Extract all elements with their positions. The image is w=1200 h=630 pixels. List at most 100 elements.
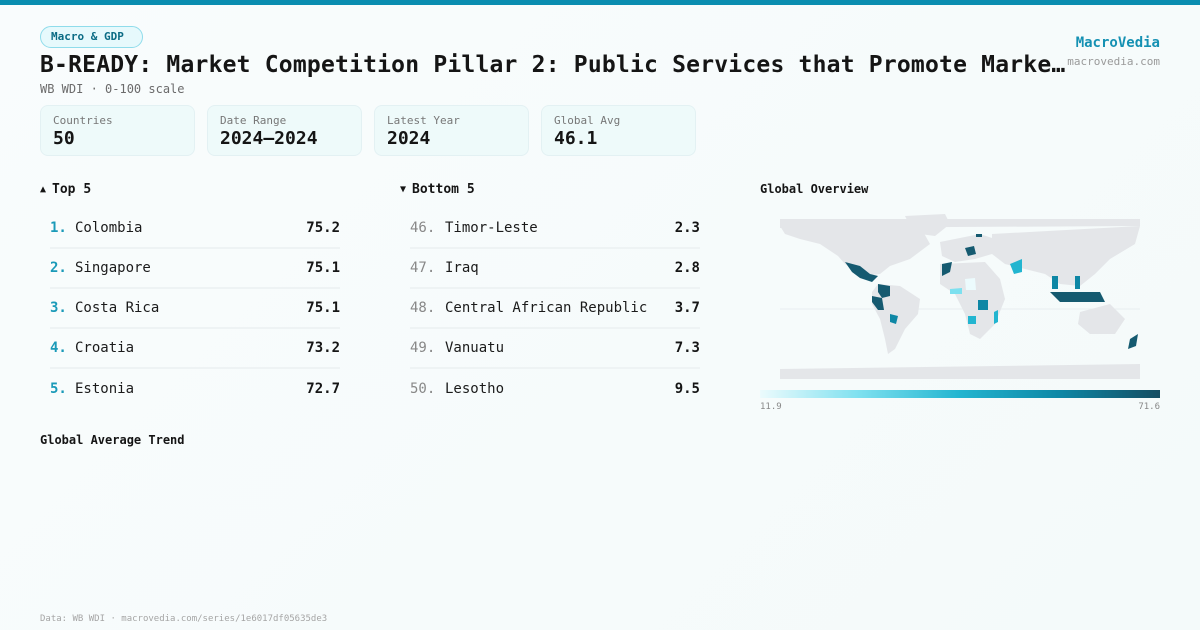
legend-max-label: 71.6	[1138, 402, 1160, 412]
list-item[interactable]: 49. Vanuatu 7.3	[410, 329, 700, 369]
land-africa[interactable]	[940, 262, 1005, 339]
list-item[interactable]: 1. Colombia 75.2	[50, 209, 340, 249]
world-map[interactable]	[760, 204, 1160, 384]
country-new-zealand[interactable]	[1128, 334, 1138, 349]
country-colombia[interactable]	[878, 284, 890, 298]
list-item[interactable]: 5. Estonia 72.7	[50, 369, 340, 409]
land-north-america[interactable]	[780, 222, 930, 276]
list-item[interactable]: 47. Iraq 2.8	[410, 249, 700, 289]
list-rank: 4.	[50, 340, 67, 356]
stat-value: 2024	[387, 128, 431, 149]
trend-heading: Global Average Trend	[40, 433, 185, 447]
list-item[interactable]: 48. Central African Republic 3.7	[410, 289, 700, 329]
stat-card-countries: Countries 50	[40, 105, 195, 156]
country-indonesia[interactable]	[1050, 292, 1105, 302]
stat-value: 2024–2024	[220, 128, 318, 149]
country-value: 2.8	[674, 260, 700, 276]
country-name: Singapore	[75, 260, 151, 276]
list-rank: 48.	[410, 300, 436, 316]
country-zimbabwe[interactable]	[968, 316, 976, 324]
country-value: 75.1	[306, 260, 340, 276]
land-australia[interactable]	[1078, 304, 1125, 334]
country-name: Iraq	[445, 260, 479, 276]
list-item[interactable]: 2. Singapore 75.1	[50, 249, 340, 289]
list-rank: 2.	[50, 260, 67, 276]
top5-section: ▲ Top 5 1. Colombia 75.2 2. Singapore 75…	[40, 182, 340, 409]
country-value: 72.7	[306, 381, 340, 397]
country-philippines[interactable]	[1075, 276, 1080, 289]
land-asia[interactable]	[992, 226, 1140, 286]
country-value: 75.2	[306, 220, 340, 236]
stat-card-date-range: Date Range 2024–2024	[207, 105, 362, 156]
color-scale-legend	[760, 390, 1160, 398]
country-mexico[interactable]	[845, 262, 878, 282]
country-value: 75.1	[306, 300, 340, 316]
country-estonia[interactable]	[976, 234, 982, 237]
list-rank: 49.	[410, 340, 436, 356]
stat-label: Global Avg	[554, 114, 621, 127]
list-item[interactable]: 46. Timor-Leste 2.3	[410, 209, 700, 249]
stat-card-latest-year: Latest Year 2024	[374, 105, 529, 156]
bottom5-heading: ▼ Bottom 5	[400, 182, 700, 197]
top5-heading: ▲ Top 5	[40, 182, 340, 197]
page-title: B-READY: Market Competition Pillar 2: Pu…	[40, 52, 1066, 78]
top5-list: 1. Colombia 75.2 2. Singapore 75.1 3. Co…	[50, 209, 340, 409]
brand-url[interactable]: macrovedia.com	[1067, 55, 1160, 68]
country-value: 7.3	[674, 340, 700, 356]
stat-label: Countries	[53, 114, 113, 127]
country-paraguay[interactable]	[890, 314, 898, 324]
legend-min-label: 11.9	[760, 402, 782, 412]
list-item[interactable]: 4. Croatia 73.2	[50, 329, 340, 369]
country-tanzania[interactable]	[978, 300, 988, 310]
country-name: Croatia	[75, 340, 135, 356]
list-item[interactable]: 50. Lesotho 9.5	[410, 369, 700, 409]
country-central-african-republic[interactable]	[965, 278, 976, 290]
country-west-africa[interactable]	[950, 288, 962, 294]
list-rank: 1.	[50, 220, 67, 236]
bottom5-list: 46. Timor-Leste 2.3 47. Iraq 2.8 48. Cen…	[410, 209, 700, 409]
country-madagascar[interactable]	[994, 310, 998, 324]
stat-label: Date Range	[220, 114, 287, 127]
bottom5-section: ▼ Bottom 5 46. Timor-Leste 2.3 47. Iraq …	[400, 182, 700, 409]
country-value: 9.5	[674, 381, 700, 397]
country-croatia[interactable]	[965, 246, 976, 256]
accent-top-bar	[0, 0, 1200, 5]
country-name: Vanuatu	[445, 340, 505, 356]
list-rank: 47.	[410, 260, 436, 276]
country-name: Lesotho	[445, 381, 505, 397]
list-item[interactable]: 3. Costa Rica 75.1	[50, 289, 340, 329]
country-peru[interactable]	[872, 296, 884, 310]
page-subtitle: WB WDI · 0-100 scale	[40, 82, 185, 96]
country-name: Estonia	[75, 381, 135, 397]
stat-value: 50	[53, 128, 75, 149]
country-value: 73.2	[306, 340, 340, 356]
triangle-up-icon: ▲	[40, 184, 47, 195]
stats-row: Countries 50 Date Range 2024–2024 Latest…	[40, 105, 696, 156]
list-rank: 5.	[50, 381, 67, 397]
stat-label: Latest Year	[387, 114, 460, 127]
brand-name[interactable]: MacroVedia	[1075, 35, 1160, 51]
country-morocco[interactable]	[942, 262, 952, 276]
list-rank: 46.	[410, 220, 436, 236]
global-overview-section: Global Overview	[760, 182, 1160, 412]
land-antarctica[interactable]	[780, 364, 1140, 379]
country-pakistan[interactable]	[1010, 259, 1022, 274]
country-name: Colombia	[75, 220, 143, 236]
list-rank: 50.	[410, 381, 436, 397]
footer-source: Data: WB WDI · macrovedia.com/series/1e6…	[40, 614, 328, 624]
list-rank: 3.	[50, 300, 67, 316]
country-name: Costa Rica	[75, 300, 160, 316]
map-heading: Global Overview	[760, 182, 869, 196]
country-value: 2.3	[674, 220, 700, 236]
brand: MacroVedia macrovedia.com	[1067, 35, 1160, 68]
category-badge[interactable]: Macro & GDP	[40, 26, 143, 48]
country-name: Timor-Leste	[445, 220, 538, 236]
stat-value: 46.1	[554, 128, 598, 149]
stat-card-global-avg: Global Avg 46.1	[541, 105, 696, 156]
land-arctic[interactable]	[780, 219, 1140, 228]
triangle-down-icon: ▼	[400, 184, 407, 195]
bottom5-heading-label: Bottom 5	[412, 182, 475, 197]
top5-heading-label: Top 5	[52, 182, 92, 197]
country-vietnam[interactable]	[1052, 276, 1058, 289]
country-value: 3.7	[674, 300, 700, 316]
